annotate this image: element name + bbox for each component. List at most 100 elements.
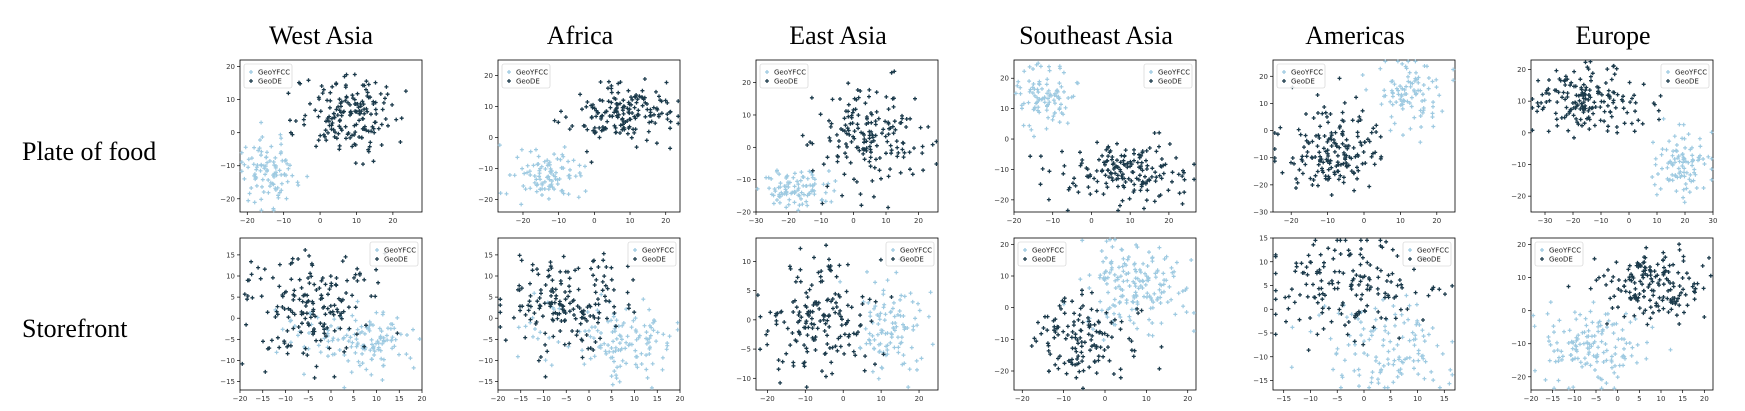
point-geode [362, 127, 367, 132]
legend-label-geode: GeoDE [258, 78, 282, 86]
point-geoyfcc [259, 208, 264, 213]
x-tick-label: 5 [352, 395, 356, 403]
point-geoyfcc [275, 185, 280, 190]
legend-label-geoyfcc: GeoYFCC [1417, 247, 1449, 255]
y-tick-label: 10 [742, 258, 751, 266]
point-geode [293, 119, 298, 123]
x-tick-label: 0 [1627, 217, 1631, 225]
y-tick-label: −10 [478, 357, 493, 365]
point-geode [306, 78, 311, 83]
point-geoyfcc [276, 193, 281, 198]
x-tick-label: 0 [318, 217, 322, 225]
x-tick-label: −15 [513, 395, 528, 403]
y-tick-label: 0 [1264, 306, 1268, 314]
point-geode [346, 100, 350, 105]
point-geoyfcc [268, 184, 272, 189]
y-tick-label: 5 [231, 294, 235, 302]
point-geode [337, 143, 342, 148]
column-title-europe: Europe [1575, 21, 1650, 50]
x-tick-label: −10 [278, 395, 293, 403]
point-geoyfcc [260, 135, 265, 139]
point-geoyfcc [278, 132, 283, 137]
x-tick-label: 10 [1396, 217, 1405, 225]
y-tick-label: 15 [484, 251, 493, 259]
x-tick-label: 5 [610, 395, 614, 403]
point-geode [364, 79, 369, 84]
point-geode [379, 122, 384, 127]
point-geode [332, 115, 337, 120]
x-tick-label: −5 [1332, 395, 1342, 403]
x-tick-label: 5 [1389, 395, 1393, 403]
x-tick-label: −10 [1567, 395, 1582, 403]
point-geoyfcc [254, 165, 259, 170]
point-geoyfcc [265, 150, 269, 155]
x-tick-label: 0 [329, 395, 333, 403]
y-tick-label: 5 [489, 294, 493, 302]
x-tick-label: −10 [551, 217, 566, 225]
y-tick-label: −10 [1253, 154, 1268, 162]
point-geode [334, 81, 339, 86]
point-geode [322, 134, 327, 139]
point-geoyfcc [256, 148, 261, 153]
y-tick-label: 15 [226, 251, 235, 259]
point-geode [329, 116, 334, 121]
x-tick-label: 15 [395, 395, 404, 403]
point-geode [317, 97, 322, 102]
y-tick-label: 0 [231, 129, 235, 137]
point-geode [353, 130, 358, 135]
point-geode [331, 111, 336, 116]
y-tick-label: −20 [220, 195, 235, 203]
y-tick-label: −10 [736, 176, 751, 184]
point-geode [326, 130, 330, 135]
point-geode [330, 121, 335, 125]
point-geoyfcc [254, 183, 259, 188]
legend-label-geoyfcc: GeoYFCC [1291, 69, 1323, 77]
point-geode [362, 111, 367, 116]
point-geode [372, 130, 377, 135]
legend-label-geoyfcc: GeoYFCC [900, 247, 932, 255]
y-tick-label: 0 [1005, 304, 1009, 312]
point-geoyfcc [264, 155, 269, 160]
point-geode [385, 92, 390, 97]
point-geode [334, 136, 339, 141]
point-geoyfcc [243, 145, 248, 150]
point-geoyfcc [279, 188, 284, 193]
point-geode [366, 95, 371, 100]
y-tick-label: 20 [1000, 241, 1009, 249]
legend-label-geode: GeoDE [1032, 256, 1056, 264]
x-tick-label: 10 [372, 395, 381, 403]
point-geode [344, 136, 348, 141]
x-tick-label: 10 [630, 395, 639, 403]
x-tick-label: 0 [1615, 395, 1619, 403]
point-geode [384, 84, 389, 89]
y-tick-label: −20 [736, 209, 751, 217]
y-tick-label: 0 [489, 315, 493, 323]
point-geoyfcc [252, 145, 257, 150]
point-geode [325, 116, 330, 121]
x-tick-label: −30 [1538, 217, 1553, 225]
y-tick-label: −10 [220, 357, 235, 365]
point-geoyfcc [239, 160, 244, 165]
y-tick-label: 0 [489, 134, 493, 142]
x-tick-label: 0 [1103, 395, 1107, 403]
point-geode [337, 124, 342, 129]
x-tick-label: −20 [516, 217, 531, 225]
y-tick-label: −10 [994, 336, 1009, 344]
x-tick-label: 15 [1678, 395, 1687, 403]
point-geode [336, 104, 341, 109]
legend-label-geode: GeoDE [1291, 78, 1315, 86]
point-geoyfcc [288, 163, 292, 168]
point-geode [357, 118, 362, 123]
point-geode [319, 84, 324, 88]
point-geode [350, 133, 354, 138]
point-geode [337, 147, 342, 152]
point-geode [364, 87, 368, 92]
point-geode [352, 72, 357, 77]
x-tick-label: −30 [749, 217, 764, 225]
